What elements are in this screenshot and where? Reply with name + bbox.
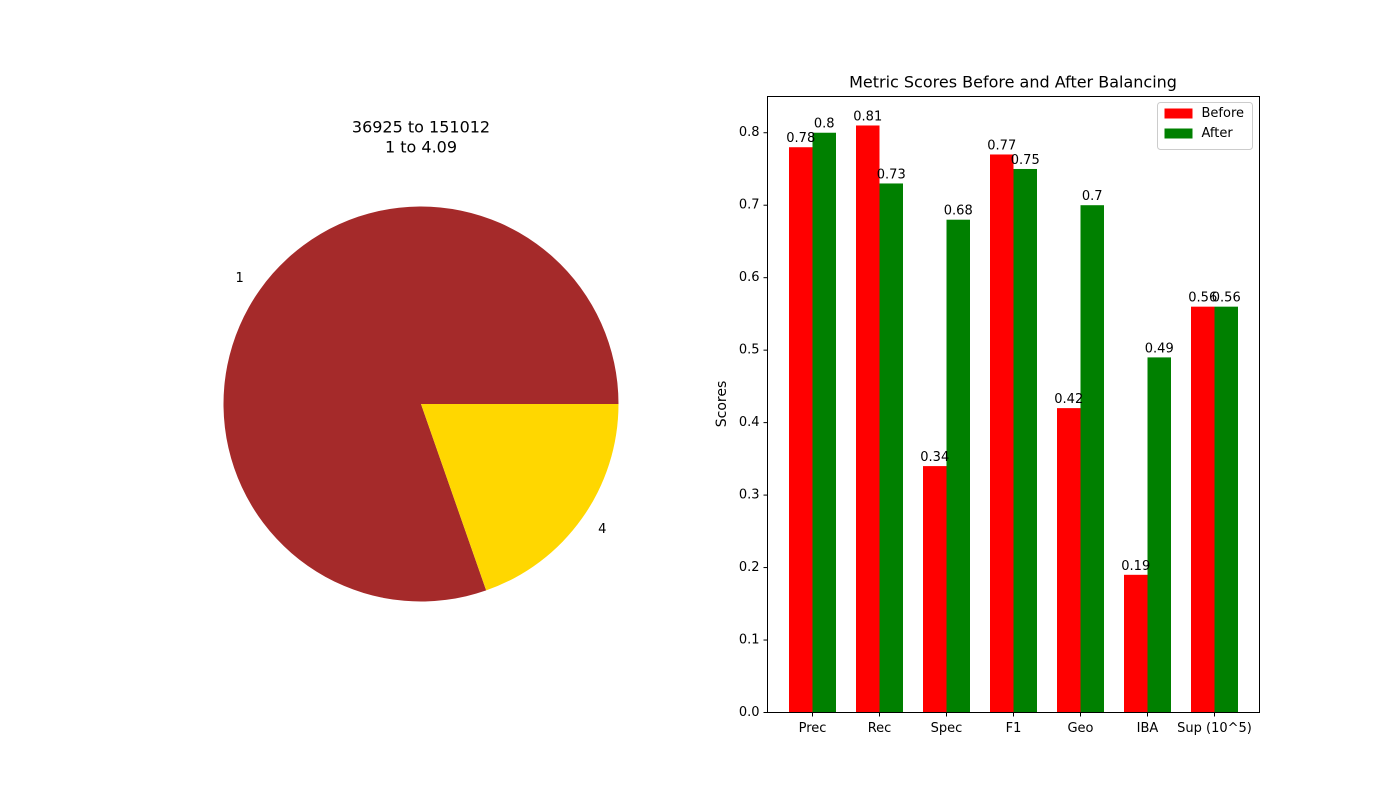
pie-slices (223, 206, 619, 602)
bar-after-geo (1080, 205, 1104, 713)
legend-label-before: Before (1202, 106, 1245, 121)
x-tick-label: IBA (1137, 721, 1159, 736)
bar-before-geo (1057, 408, 1081, 713)
legend-swatch-after (1164, 128, 1193, 139)
bar-value-label: 0.56 (1188, 291, 1217, 306)
bar-value-label: 0.75 (1011, 153, 1040, 168)
y-tick-label: 0.6 (739, 270, 760, 285)
bar-value-label: 0.7 (1082, 189, 1103, 204)
bar-before-rec (856, 125, 880, 713)
legend: Before After (1157, 102, 1253, 150)
y-tick-label: 0.8 (739, 125, 760, 140)
pie-title-line-1: 36925 to 151012 (352, 118, 490, 137)
y-tick-label: 0.7 (739, 198, 760, 213)
pie-title-line-2: 1 to 4.09 (385, 138, 457, 157)
bar-value-label: 0.19 (1121, 559, 1150, 574)
y-tick-label: 0.5 (739, 343, 760, 358)
y-tick-label: 0.2 (739, 560, 760, 575)
legend-swatch-before (1164, 108, 1193, 119)
bar-before-spec (923, 466, 947, 713)
pie-chart: 36925 to 151012 1 to 4.09 14 (223, 118, 619, 602)
y-tick-label: 0.4 (739, 415, 760, 430)
legend-label-after: After (1202, 126, 1234, 141)
bars (789, 125, 1238, 713)
x-tick-label: F1 (1006, 721, 1022, 736)
y-axis: 0.0 0.1 0.2 0.3 0.4 0.5 0.6 0.7 0.8 (739, 125, 768, 720)
x-tick-label: Geo (1067, 721, 1093, 736)
pie-label-4: 4 (598, 522, 606, 537)
bar-after-f1 (1013, 168, 1037, 713)
bar-before-f1 (990, 154, 1014, 713)
bar-after-iba (1147, 357, 1171, 713)
bar-value-label: 0.34 (920, 450, 949, 465)
bar-value-label: 0.73 (877, 167, 906, 182)
bar-value-label: 0.49 (1145, 341, 1174, 356)
bar-before-prec (789, 147, 813, 713)
bar-value-label: 0.8 (814, 117, 835, 132)
bar-after-prec (812, 132, 836, 713)
pie-slice-4 (421, 404, 619, 591)
y-axis-label: Scores (714, 381, 730, 428)
x-tick-label: Sup (10^5) (1177, 721, 1252, 736)
bar-value-labels: 0.78 0.81 0.34 0.77 0.42 0.19 0.56 0.8 0.73 0.68 0… (786, 109, 1240, 573)
y-tick-label: 0.3 (739, 488, 760, 503)
bar-value-label: 0.81 (853, 109, 882, 124)
pie-label-1: 1 (236, 271, 244, 286)
x-tick-label: Prec (799, 721, 827, 736)
bar-before-iba (1124, 574, 1148, 713)
x-tick-label: Spec (931, 721, 963, 736)
bar-value-label: 0.68 (944, 204, 973, 219)
bar-before-sup-10-5- (1191, 306, 1215, 713)
plot-frame (767, 96, 1260, 713)
bar-value-label: 0.42 (1054, 392, 1083, 407)
y-tick-label: 0.0 (739, 705, 760, 720)
bar-value-label: 0.56 (1212, 291, 1241, 306)
bar-after-sup-10-5- (1214, 306, 1238, 713)
pie-labels: 14 (236, 271, 607, 537)
bar-after-rec (879, 183, 903, 713)
bar-chart-title: Metric Scores Before and After Balancing (849, 73, 1177, 92)
bar-value-label: 0.78 (786, 131, 815, 146)
pie-slice-1 (223, 206, 619, 602)
bar-value-label: 0.77 (987, 138, 1016, 153)
x-tick-label: Rec (868, 721, 892, 736)
x-axis: Prec Rec Spec F1 Geo IBA Sup (10^5) (799, 712, 1252, 736)
bar-chart: Metric Scores Before and After Balancing… (714, 73, 1260, 736)
bar-after-spec (946, 219, 970, 713)
y-tick-label: 0.1 (739, 633, 760, 648)
